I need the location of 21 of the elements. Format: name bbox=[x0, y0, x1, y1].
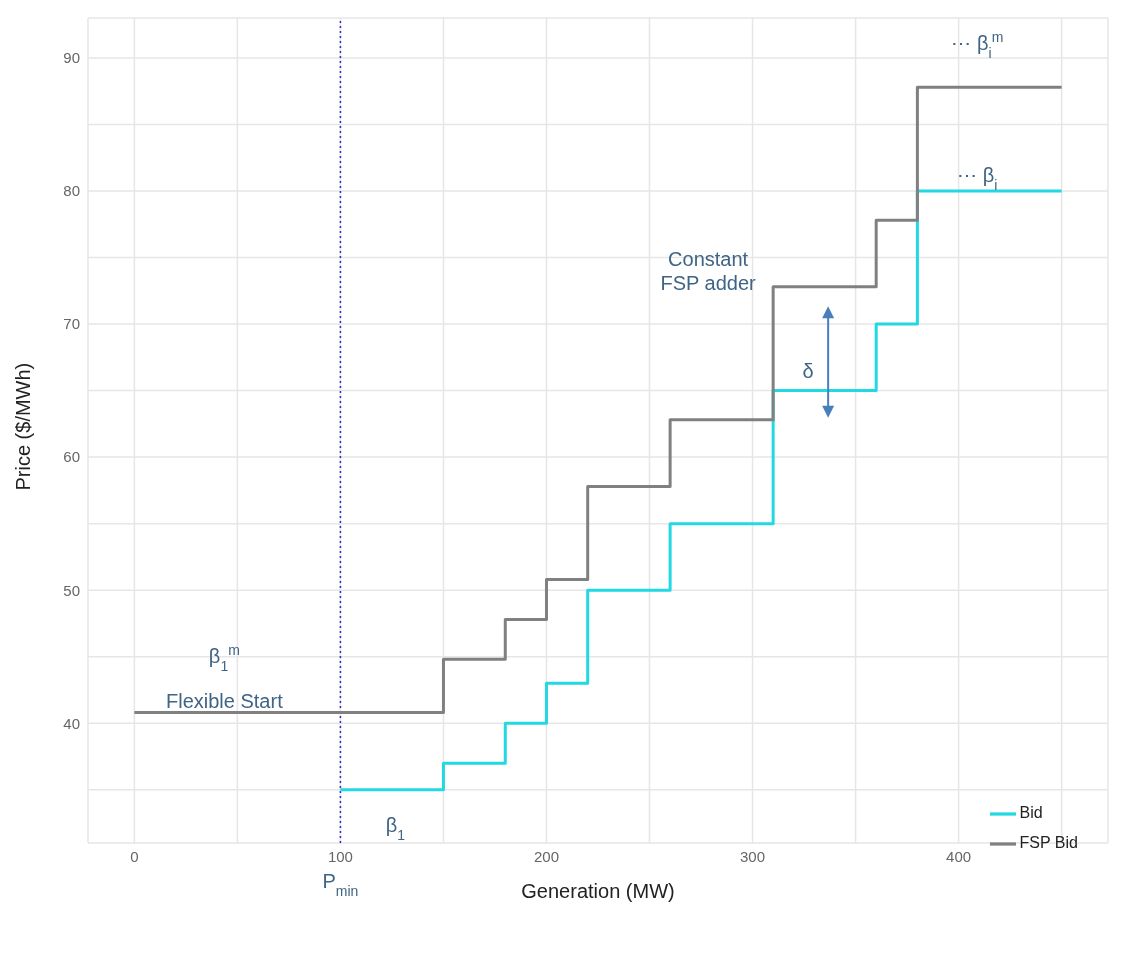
x-tick-label: 200 bbox=[533, 847, 559, 865]
annotation: δ bbox=[802, 360, 814, 383]
y-tick-label: 70 bbox=[63, 315, 80, 333]
text: P$_{min}$ bbox=[322, 869, 359, 899]
y-tick-label: 40 bbox=[63, 714, 80, 732]
y-tick-label: 60 bbox=[63, 448, 80, 466]
legend-label: Bid bbox=[1019, 804, 1043, 821]
x-tick-label: 300 bbox=[740, 847, 766, 865]
annotation: Flexible Start bbox=[166, 690, 284, 713]
legend-label: FSP Bid bbox=[1019, 834, 1078, 851]
x-tick-label: 100 bbox=[327, 847, 353, 865]
y-tick-label: 50 bbox=[63, 581, 80, 599]
x-axis-title: Generation (MW) bbox=[521, 880, 675, 902]
y-tick-label: 80 bbox=[63, 182, 80, 200]
annotation: ⋯ β$_{i}$ bbox=[957, 163, 998, 193]
annotation: Constant FSP adder bbox=[660, 248, 757, 295]
y-axis-title: Price ($/MWh) bbox=[12, 362, 35, 491]
x-tick-label: 0 bbox=[130, 847, 139, 865]
y-tick-label: 90 bbox=[63, 49, 80, 67]
annotation: β$_{1}$ bbox=[385, 813, 406, 843]
x-tick-label: 400 bbox=[946, 847, 972, 865]
